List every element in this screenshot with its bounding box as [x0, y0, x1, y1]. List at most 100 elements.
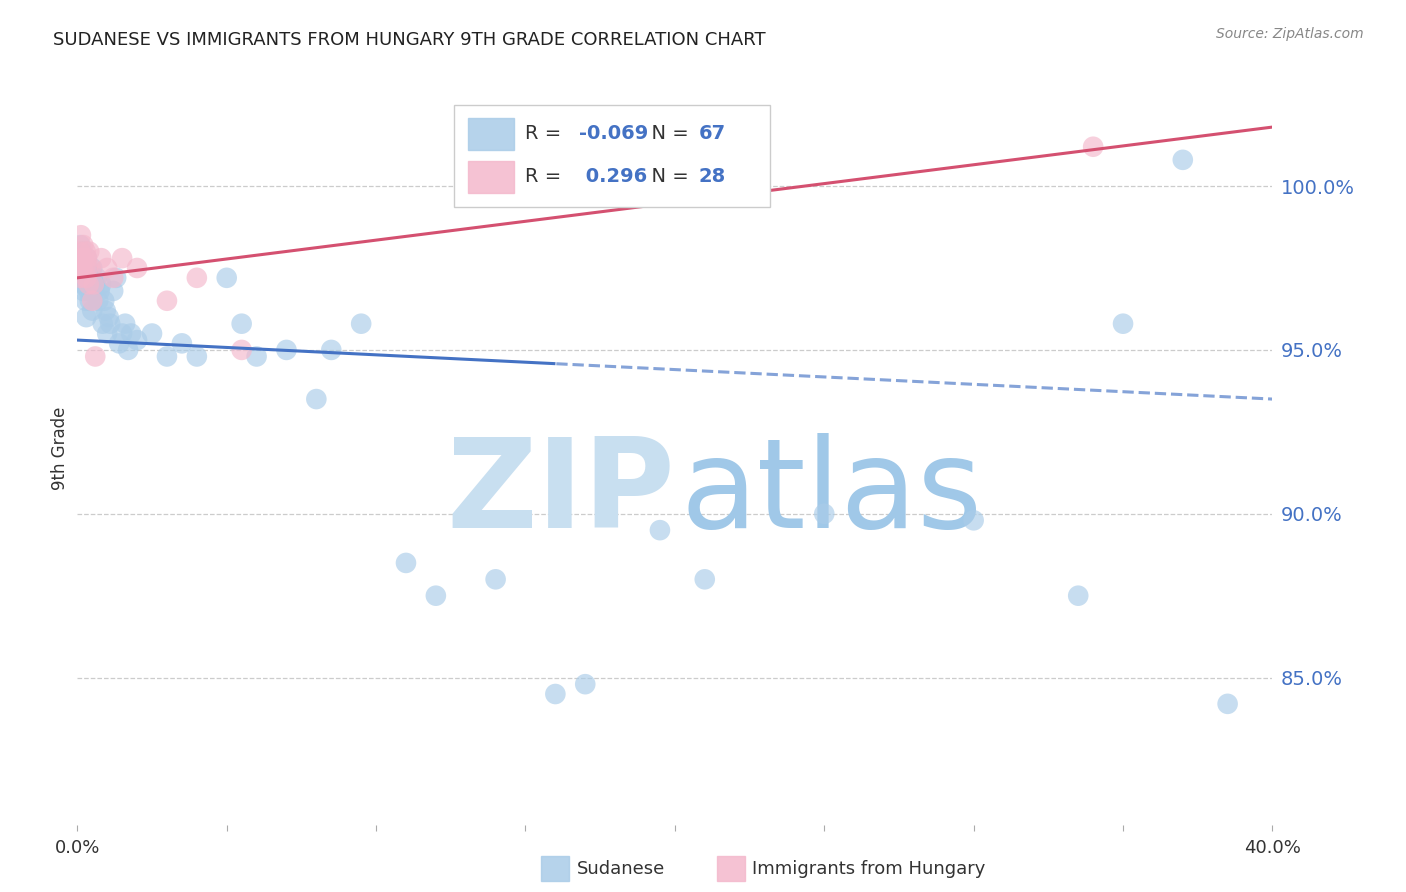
- Point: [76, 260, 98, 275]
- Point: [69, 270, 91, 285]
- Point: [544, 687, 567, 701]
- Point: [72, 268, 94, 282]
- FancyBboxPatch shape: [454, 105, 770, 207]
- Point: [90, 277, 112, 292]
- Text: R =: R =: [526, 124, 568, 144]
- Point: [186, 270, 208, 285]
- Point: [70, 251, 93, 265]
- Text: -0.069: -0.069: [579, 124, 648, 144]
- Point: [89, 284, 111, 298]
- Point: [75, 310, 97, 325]
- Point: [105, 270, 128, 285]
- Point: [82, 303, 104, 318]
- Point: [73, 260, 96, 275]
- Point: [72, 238, 94, 252]
- Point: [321, 343, 343, 357]
- Point: [120, 326, 142, 341]
- Point: [141, 326, 163, 341]
- Point: [72, 251, 94, 265]
- Point: [97, 310, 120, 325]
- Text: 28: 28: [699, 168, 725, 186]
- Point: [114, 317, 136, 331]
- Bar: [468, 118, 513, 150]
- Point: [186, 350, 208, 364]
- Point: [83, 284, 105, 298]
- Point: [94, 303, 117, 318]
- Point: [77, 277, 100, 292]
- Text: Source: ZipAtlas.com: Source: ZipAtlas.com: [1216, 27, 1364, 41]
- Text: N =: N =: [640, 168, 695, 186]
- Point: [86, 270, 108, 285]
- Text: 0.296: 0.296: [579, 168, 648, 186]
- Text: R =: R =: [526, 168, 568, 186]
- Text: N =: N =: [640, 124, 695, 144]
- Point: [87, 293, 110, 308]
- Text: ZIP: ZIP: [446, 433, 675, 554]
- Point: [648, 523, 671, 537]
- Point: [70, 228, 93, 243]
- Point: [72, 260, 94, 275]
- Point: [1216, 697, 1239, 711]
- Point: [75, 270, 97, 285]
- Point: [813, 507, 835, 521]
- Point: [84, 350, 107, 364]
- Point: [75, 293, 97, 308]
- Point: [156, 293, 179, 308]
- Point: [127, 260, 149, 275]
- Point: [67, 251, 90, 265]
- Point: [305, 392, 328, 406]
- Point: [76, 251, 98, 265]
- Point: [350, 317, 373, 331]
- Point: [215, 270, 238, 285]
- Point: [69, 244, 91, 259]
- Point: [127, 333, 149, 347]
- Point: [231, 317, 253, 331]
- Text: atlas: atlas: [681, 433, 983, 554]
- Point: [73, 260, 96, 275]
- Point: [90, 251, 112, 265]
- Text: Immigrants from Hungary: Immigrants from Hungary: [752, 860, 986, 878]
- Point: [117, 343, 139, 357]
- Point: [76, 251, 98, 265]
- Text: Sudanese: Sudanese: [576, 860, 665, 878]
- Point: [80, 270, 103, 285]
- Point: [77, 284, 100, 298]
- Point: [276, 343, 298, 357]
- Point: [1083, 139, 1105, 153]
- Point: [108, 336, 131, 351]
- Text: 67: 67: [699, 124, 725, 144]
- Point: [111, 251, 134, 265]
- Point: [246, 350, 269, 364]
- Point: [91, 317, 114, 331]
- Point: [79, 277, 101, 292]
- Y-axis label: 9th Grade: 9th Grade: [51, 407, 69, 490]
- Point: [72, 284, 94, 298]
- Point: [70, 260, 93, 275]
- Point: [79, 244, 101, 259]
- Point: [73, 277, 96, 292]
- Point: [83, 277, 105, 292]
- Point: [80, 284, 103, 298]
- Point: [1171, 153, 1194, 167]
- Point: [1112, 317, 1135, 331]
- Point: [693, 572, 716, 586]
- Point: [70, 277, 93, 292]
- Point: [425, 589, 447, 603]
- Point: [67, 260, 90, 275]
- Point: [96, 260, 118, 275]
- Point: [75, 244, 97, 259]
- Point: [73, 251, 96, 265]
- Point: [70, 244, 93, 259]
- Point: [75, 270, 97, 285]
- Point: [82, 293, 104, 308]
- Point: [76, 260, 98, 275]
- Point: [93, 293, 115, 308]
- Point: [103, 270, 124, 285]
- Point: [69, 270, 91, 285]
- Point: [98, 317, 121, 331]
- Point: [79, 293, 101, 308]
- Point: [1067, 589, 1090, 603]
- Point: [574, 677, 596, 691]
- Point: [96, 326, 118, 341]
- Point: [69, 238, 91, 252]
